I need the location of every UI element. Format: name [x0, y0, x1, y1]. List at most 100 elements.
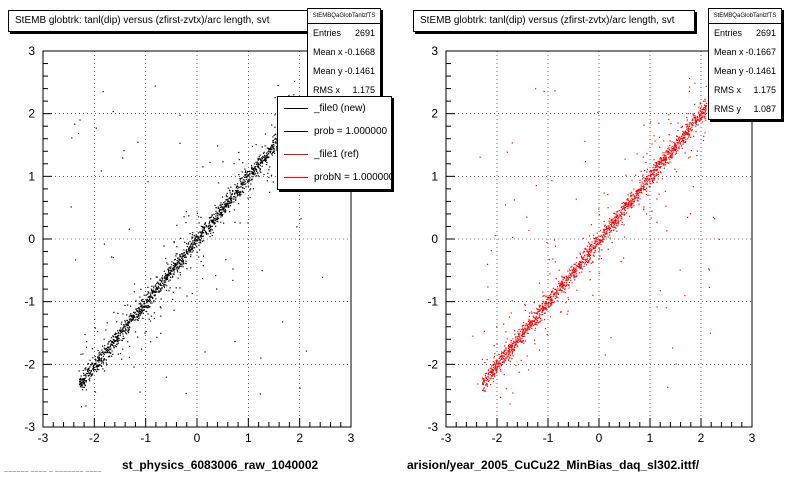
data-point: [536, 312, 538, 314]
data-point: [600, 240, 602, 242]
data-point: [151, 292, 153, 295]
data-point: [121, 331, 123, 334]
data-point: [643, 206, 645, 208]
data-point: [123, 337, 125, 339]
data-point: [181, 261, 183, 263]
data-point: [98, 358, 101, 361]
data-point: [178, 258, 180, 260]
data-point: [242, 182, 244, 184]
data-point: [125, 324, 128, 326]
data-point: [92, 365, 94, 368]
data-point: [155, 298, 157, 300]
data-point: [621, 223, 623, 226]
data-point: [215, 210, 217, 212]
data-point: [268, 149, 270, 151]
data-point: [487, 298, 489, 301]
data-point: [652, 170, 654, 172]
data-point: [617, 217, 619, 219]
y-tick-label: 1: [28, 169, 35, 183]
data-point: [697, 119, 699, 121]
data-point: [691, 129, 693, 131]
data-point: [80, 375, 82, 377]
data-point: [659, 160, 661, 162]
data-point: [602, 235, 604, 238]
data-point: [574, 276, 576, 278]
data-point: [535, 323, 537, 325]
data-point: [666, 230, 668, 232]
data-point: [195, 237, 197, 239]
data-point: [598, 242, 600, 244]
data-point: [192, 247, 194, 249]
data-point: [657, 178, 659, 180]
data-point: [493, 345, 495, 347]
data-point: [677, 143, 679, 145]
data-point: [167, 268, 170, 271]
data-point: [603, 229, 605, 232]
data-point: [501, 355, 503, 357]
data-point: [554, 293, 556, 295]
data-point: [231, 193, 234, 195]
data-point: [687, 133, 690, 135]
data-point: [682, 137, 684, 139]
stats-row: Entries 2691: [308, 24, 380, 43]
data-point: [261, 161, 263, 163]
data-point: [140, 302, 142, 304]
data-point: [549, 298, 551, 301]
data-point: [138, 310, 140, 313]
data-point: [171, 270, 173, 272]
data-point: [207, 226, 209, 228]
data-point: [641, 185, 644, 188]
data-point: [215, 213, 217, 215]
data-point: [136, 316, 139, 319]
data-point: [665, 155, 667, 157]
data-point: [174, 265, 177, 267]
data-point: [168, 267, 170, 269]
data-point: [225, 194, 227, 196]
data-point: [135, 300, 137, 302]
data-point: [219, 204, 221, 206]
data-point: [529, 325, 531, 327]
data-point: [714, 218, 716, 220]
data-point: [523, 327, 526, 329]
data-point: [574, 274, 576, 276]
data-point: [508, 359, 510, 361]
data-point: [542, 306, 544, 308]
data-point: [674, 144, 676, 146]
data-point: [656, 165, 658, 167]
data-point: [562, 282, 564, 284]
data-point: [271, 149, 273, 151]
data-point: [588, 255, 591, 258]
data-point: [517, 336, 519, 338]
data-point: [492, 364, 494, 367]
data-point: [689, 128, 691, 130]
data-point: [123, 150, 125, 152]
data-point: [623, 214, 626, 216]
data-point: [671, 156, 673, 158]
data-point: [703, 107, 705, 109]
data-point: [483, 380, 485, 382]
data-point: [653, 170, 655, 172]
data-point: [692, 113, 694, 115]
data-point: [149, 292, 151, 294]
data-point: [686, 133, 689, 136]
data-point: [539, 310, 541, 312]
data-point: [187, 251, 189, 253]
data-point: [561, 281, 563, 283]
data-point: [233, 201, 235, 203]
data-point: [503, 357, 505, 360]
data-point: [202, 226, 204, 228]
data-point: [679, 142, 681, 144]
data-point: [510, 312, 512, 314]
data-point: [257, 166, 260, 168]
data-point: [168, 290, 170, 292]
data-point: [254, 165, 256, 168]
data-point: [558, 280, 560, 283]
data-point: [182, 261, 184, 263]
data-point: [696, 116, 698, 118]
data-point: [211, 215, 213, 217]
data-point: [122, 330, 124, 332]
data-point: [496, 363, 498, 365]
data-point: [161, 287, 163, 290]
data-point: [98, 361, 100, 363]
data-point: [153, 317, 155, 320]
